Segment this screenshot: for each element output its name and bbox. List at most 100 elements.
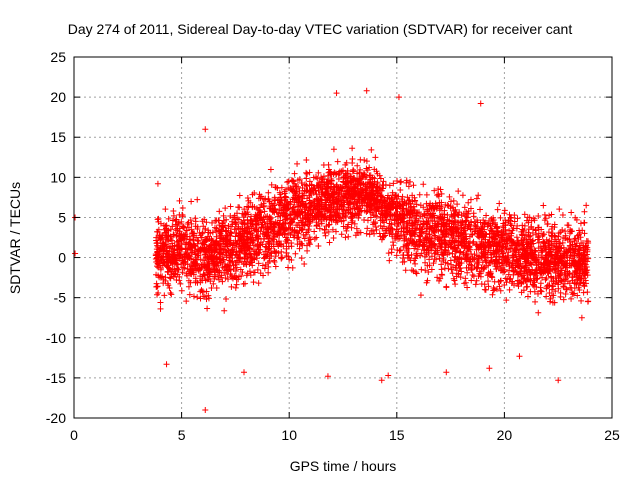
scatter-point (159, 231, 166, 238)
scatter-point (371, 230, 378, 237)
scatter-point (315, 242, 322, 249)
scatter-point (321, 213, 328, 220)
scatter-point (448, 243, 455, 250)
scatter-point (327, 171, 334, 178)
scatter-point (356, 208, 363, 215)
scatter-point (338, 231, 345, 238)
scatter-point (316, 225, 323, 232)
scatter-point (411, 194, 418, 201)
scatter-point (515, 271, 522, 278)
scatter-point (271, 258, 278, 265)
scatter-point (579, 227, 586, 234)
scatter-point (578, 314, 585, 321)
scatter-point (330, 199, 337, 206)
scatter-point (438, 261, 445, 268)
scatter-point (495, 231, 502, 238)
scatter-point (379, 194, 386, 201)
scatter-point (390, 200, 397, 207)
scatter-point (517, 270, 524, 277)
scatter-point (573, 216, 580, 223)
scatter-point (389, 225, 396, 232)
scatter-point (381, 223, 388, 230)
scatter-point (474, 264, 481, 271)
scatter-point (354, 162, 361, 169)
scatter-point (436, 235, 443, 242)
scatter-point (545, 239, 552, 246)
scatter-point (153, 240, 160, 247)
scatter-point (291, 170, 298, 177)
scatter-point (509, 257, 516, 264)
scatter-point (200, 223, 207, 230)
scatter-point (576, 280, 583, 287)
scatter-point (293, 208, 300, 215)
scatter-point (500, 243, 507, 250)
scatter-point (308, 191, 315, 198)
scatter-point (160, 280, 167, 287)
scatter-point (246, 250, 253, 257)
scatter-point (435, 234, 442, 241)
scatter-point (574, 292, 581, 299)
scatter-point (203, 219, 210, 226)
scatter-point (410, 268, 417, 275)
scatter-point (451, 246, 458, 253)
scatter-point (508, 264, 515, 271)
scatter-point (261, 208, 268, 215)
scatter-point (268, 226, 275, 233)
scatter-point (393, 252, 400, 259)
scatter-point (292, 250, 299, 257)
scatter-point (286, 221, 293, 228)
scatter-point (379, 233, 386, 240)
scatter-point (296, 238, 303, 245)
scatter-point (409, 198, 416, 205)
scatter-point (165, 257, 172, 264)
scatter-point (488, 254, 495, 261)
scatter-point (513, 244, 520, 251)
scatter-point (584, 298, 591, 305)
scatter-point (440, 219, 447, 226)
scatter-point (281, 226, 288, 233)
scatter-point (435, 240, 442, 247)
scatter-point (343, 227, 350, 234)
scatter-point (355, 181, 362, 188)
scatter-point (192, 260, 199, 267)
scatter-point (518, 280, 525, 287)
scatter-point (152, 256, 159, 263)
y-tick-label: -15 (46, 370, 66, 386)
scatter-point (204, 305, 211, 312)
scatter-point (533, 256, 540, 263)
scatter-point (404, 211, 411, 218)
scatter-point (474, 217, 481, 224)
scatter-point (304, 247, 311, 254)
scatter-point (237, 237, 244, 244)
scatter-point (447, 226, 454, 233)
scatter-point (560, 244, 567, 251)
scatter-point (562, 228, 569, 235)
scatter-point (372, 223, 379, 230)
scatter-point (491, 278, 498, 285)
scatter-point (488, 225, 495, 232)
scatter-point (504, 255, 511, 262)
scatter-point (498, 267, 505, 274)
scatter-point (328, 180, 335, 187)
scatter-point (336, 169, 343, 176)
scatter-point (448, 211, 455, 218)
scatter-point (503, 261, 510, 268)
scatter-point (473, 195, 480, 202)
scatter-point (560, 284, 567, 291)
scatter-point (426, 231, 433, 238)
scatter-point (368, 227, 375, 234)
scatter-point (493, 253, 500, 260)
scatter-point (556, 256, 563, 263)
scatter-point (411, 245, 418, 252)
scatter-point (551, 224, 558, 231)
scatter-point (280, 206, 287, 213)
scatter-point (213, 284, 220, 291)
scatter-point (552, 288, 559, 295)
scatter-point (519, 251, 526, 258)
scatter-point (208, 269, 215, 276)
scatter-point (436, 207, 443, 214)
scatter-point (434, 192, 441, 199)
scatter-point (290, 183, 297, 190)
scatter-point (308, 182, 315, 189)
scatter-point (570, 261, 577, 268)
